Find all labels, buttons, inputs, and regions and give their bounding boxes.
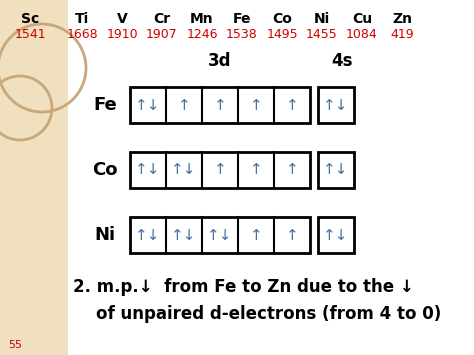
Text: Fe: Fe [233,12,251,26]
Text: ↑: ↑ [250,163,263,178]
Text: ↑: ↑ [178,98,191,113]
Text: Mn: Mn [190,12,214,26]
Text: ↑: ↑ [250,228,263,242]
Text: ↑↓: ↑↓ [323,98,349,113]
Text: ↑: ↑ [214,163,227,178]
Text: Co: Co [272,12,292,26]
Bar [318,87,354,123]
Text: ↑↓: ↑↓ [135,228,161,242]
Text: Cr: Cr [154,12,171,26]
Text: 1495: 1495 [266,28,298,41]
Text: of unpaired d-electrons (from 4 to 0): of unpaired d-electrons (from 4 to 0) [73,305,441,323]
Text: 1910: 1910 [106,28,138,41]
Bar [318,217,354,253]
Bar [0,0,68,355]
Text: 1538: 1538 [226,28,258,41]
Bar [130,87,310,123]
Text: 1084: 1084 [346,28,378,41]
Text: ↑: ↑ [286,98,298,113]
Text: V: V [117,12,128,26]
Text: 3d: 3d [208,52,232,70]
Text: Ni: Ni [94,226,116,244]
Bar [68,0,474,355]
Text: Zn: Zn [392,12,412,26]
Bar [318,152,354,188]
Text: 4s: 4s [331,52,353,70]
Text: ↑↓: ↑↓ [171,228,197,242]
Text: ↑: ↑ [214,98,227,113]
Text: 1246: 1246 [186,28,218,41]
Text: ↑↓: ↑↓ [171,163,197,178]
Text: ↑↓: ↑↓ [135,163,161,178]
Text: Co: Co [92,161,118,179]
Text: ↑↓: ↑↓ [135,98,161,113]
Text: 2. m.p.↓  from Fe to Zn due to the ↓: 2. m.p.↓ from Fe to Zn due to the ↓ [73,278,414,296]
Text: ↑↓: ↑↓ [323,163,349,178]
Text: ↑: ↑ [286,228,298,242]
Text: ↑: ↑ [250,98,263,113]
Text: 1541: 1541 [14,28,46,41]
Text: 1907: 1907 [146,28,178,41]
Text: Sc: Sc [21,12,39,26]
Text: Ti: Ti [75,12,89,26]
Text: Ni: Ni [314,12,330,26]
Text: ↑: ↑ [286,163,298,178]
Text: 1668: 1668 [66,28,98,41]
Text: ↑↓: ↑↓ [323,228,349,242]
Bar [130,217,310,253]
Bar [130,152,310,188]
Text: 55: 55 [8,340,22,350]
Text: 1455: 1455 [306,28,338,41]
Text: 419: 419 [390,28,414,41]
Text: Cu: Cu [352,12,372,26]
Text: Fe: Fe [93,96,117,114]
Text: ↑↓: ↑↓ [207,228,233,242]
